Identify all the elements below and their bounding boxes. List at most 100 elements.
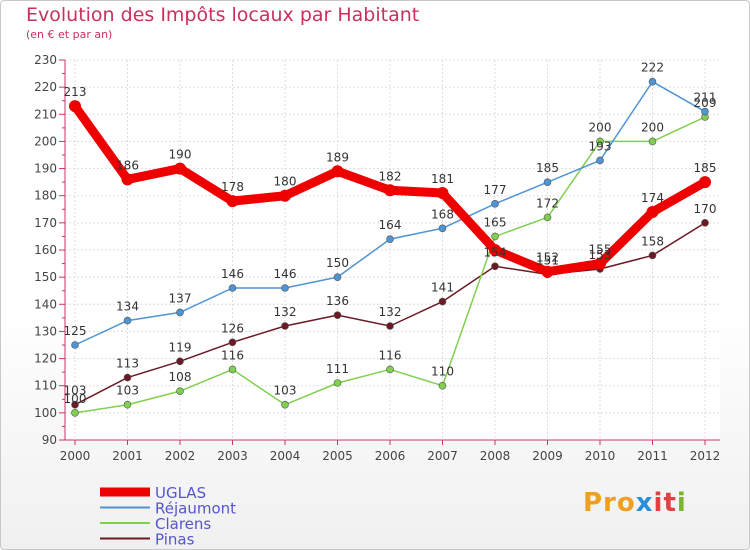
- data-point: [333, 311, 342, 319]
- data-label: 165: [484, 215, 507, 229]
- data-point: [543, 213, 552, 222]
- data-label: 153: [589, 248, 612, 262]
- data-label: 108: [169, 370, 192, 384]
- data-label: 172: [536, 196, 559, 210]
- data-label: 190: [169, 148, 192, 162]
- data-point: [281, 284, 289, 292]
- data-point: [438, 381, 447, 390]
- data-point: [279, 189, 291, 202]
- data-point: [71, 341, 79, 349]
- data-point: [123, 400, 132, 409]
- data-point: [646, 206, 659, 218]
- chart-subtitle: (en € et par an): [26, 28, 113, 41]
- proxiti-logo: Proxiti: [583, 488, 687, 518]
- data-point: [281, 322, 289, 330]
- data-point: [596, 156, 604, 165]
- data-label: 186: [116, 158, 139, 172]
- x-tick-label: 2006: [375, 449, 406, 463]
- data-point: [699, 176, 711, 189]
- data-point: [386, 365, 394, 374]
- y-tick-label: 120: [34, 352, 57, 366]
- data-point: [333, 273, 342, 281]
- data-label: 111: [326, 362, 349, 376]
- data-point: [123, 373, 132, 382]
- data-label: 110: [431, 365, 454, 379]
- data-label: 134: [116, 300, 139, 314]
- data-point: [228, 338, 237, 347]
- chart-title: Evolution des Impôts locaux par Habitant: [26, 4, 420, 26]
- data-label: 150: [326, 256, 349, 270]
- logo-part: x: [635, 488, 654, 518]
- data-label: 185: [536, 161, 559, 175]
- data-point: [71, 409, 79, 417]
- data-point: [648, 77, 657, 86]
- data-label: 209: [694, 96, 717, 110]
- data-point: [701, 107, 709, 116]
- data-point: [176, 308, 184, 317]
- data-label: 132: [379, 305, 402, 319]
- y-tick-label: 100: [34, 406, 57, 420]
- x-tick-label: 2008: [480, 449, 511, 463]
- data-point: [71, 400, 79, 409]
- data-label: 103: [116, 384, 139, 398]
- y-tick-label: 110: [34, 379, 57, 393]
- x-tick-label: 2007: [427, 449, 458, 463]
- y-tick-label: 170: [34, 216, 57, 230]
- data-label: 155: [589, 243, 612, 257]
- legend-label: UGLAS: [155, 484, 206, 502]
- data-point: [331, 165, 344, 178]
- data-label: 126: [221, 321, 244, 335]
- data-label: 103: [274, 384, 297, 398]
- data-label: 170: [694, 202, 717, 216]
- data-point: [69, 100, 81, 113]
- data-point: [176, 357, 184, 366]
- legend-label: Pinas: [155, 531, 195, 549]
- x-tick-label: 2001: [112, 449, 143, 463]
- data-label: 137: [169, 291, 192, 305]
- x-tick-label: 2000: [60, 449, 91, 463]
- data-point: [384, 184, 396, 197]
- x-tick-label: 2012: [690, 449, 721, 463]
- data-label: 193: [589, 139, 612, 153]
- data-point: [543, 178, 552, 186]
- y-tick-label: 130: [34, 324, 57, 338]
- y-tick-label: 190: [34, 162, 57, 176]
- data-point: [594, 257, 606, 270]
- y-tick-label: 180: [34, 189, 57, 203]
- x-tick-label: 2010: [585, 449, 616, 463]
- data-label: 200: [641, 120, 664, 134]
- data-point: [648, 137, 657, 146]
- data-label: 174: [641, 191, 664, 205]
- data-label: 151: [536, 253, 559, 267]
- data-point: [123, 316, 132, 325]
- data-label: 113: [116, 357, 139, 371]
- data-point: [228, 284, 237, 292]
- data-label: 181: [431, 172, 454, 186]
- data-point: [491, 262, 499, 271]
- data-label: 146: [274, 267, 297, 281]
- data-point: [436, 187, 449, 199]
- data-label: 136: [326, 294, 349, 308]
- data-point: [491, 232, 499, 241]
- y-tick-label: 210: [34, 107, 57, 121]
- data-label: 185: [694, 161, 717, 175]
- data-label: 116: [221, 348, 244, 362]
- data-label: 182: [379, 169, 402, 183]
- data-point: [226, 195, 239, 208]
- data-label: 146: [221, 267, 244, 281]
- data-point: [174, 162, 186, 175]
- y-tick-label: 220: [34, 80, 57, 94]
- data-point: [386, 235, 394, 243]
- data-label: 164: [379, 218, 402, 232]
- x-tick-label: 2003: [217, 449, 248, 463]
- y-tick-label: 230: [34, 53, 57, 67]
- x-tick-label: 2011: [637, 449, 668, 463]
- data-label: 211: [694, 91, 717, 105]
- data-label: 152: [536, 251, 559, 265]
- y-tick-label: 160: [34, 243, 57, 257]
- data-point: [491, 200, 499, 208]
- legend-label: Clarens: [155, 515, 211, 533]
- data-label: 154: [484, 245, 507, 259]
- data-point: [701, 219, 709, 227]
